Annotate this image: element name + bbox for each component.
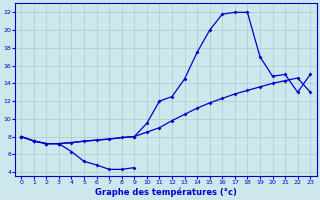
- X-axis label: Graphe des températures (°c): Graphe des températures (°c): [95, 187, 237, 197]
